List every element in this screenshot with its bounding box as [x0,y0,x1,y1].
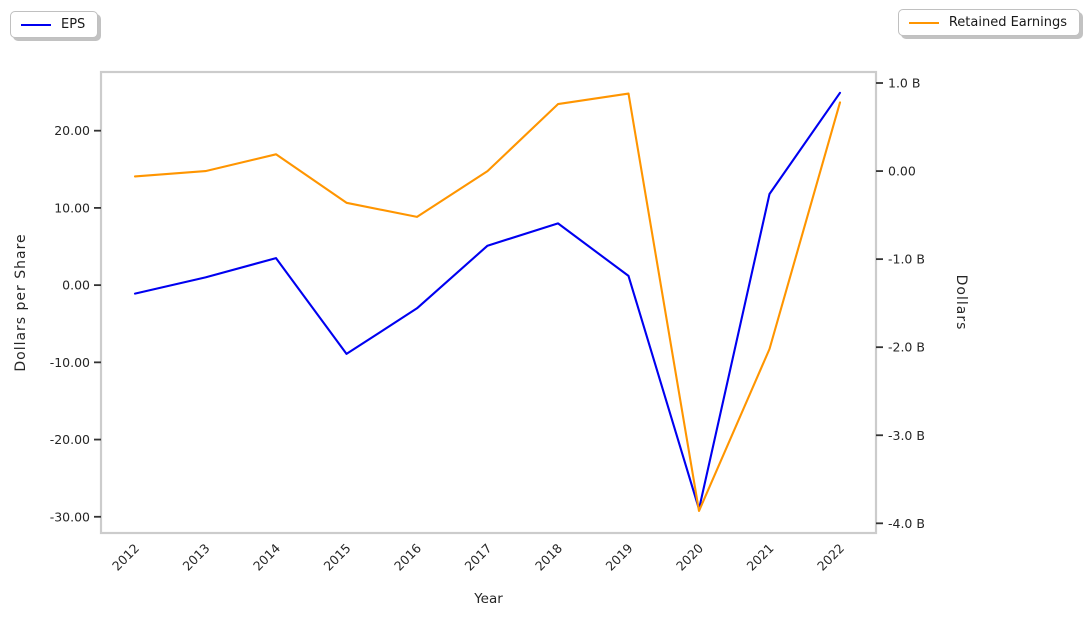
x-axis-tick-label: 2021 [744,541,777,574]
right-axis-title: Dollars [953,275,969,331]
legend-eps: EPS [10,11,99,38]
retained-earnings-line-swatch-icon [908,21,939,24]
left-axis-title: Dollars per Share [13,233,29,371]
right-axis-tick-label: -1.0 B [888,252,925,267]
x-axis-tick-label: 2022 [814,541,847,574]
x-axis-title: Year [473,591,503,607]
x-axis-tick-label: 2016 [391,540,424,573]
left-axis-tick-label: 10.00 [54,200,90,215]
x-axis-tick-label: 2013 [180,541,213,574]
right-axis-tick-label: 1.0 B [888,76,920,91]
x-axis-tick-label: 2014 [250,540,283,573]
retained-earnings-line [133,92,842,513]
plot-area [99,70,878,535]
right-axis-tick-label: -3.0 B [888,428,925,443]
x-axis-tick-label: 2019 [603,540,636,573]
x-axis-tick-label: 2017 [462,541,495,574]
left-axis-tick-label: -10.00 [50,355,90,370]
legend-eps-label: EPS [61,17,86,32]
x-axis-tick-label: 2018 [532,540,565,573]
legend-retained-earnings-label: Retained Earnings [948,15,1067,30]
eps-line [133,91,842,511]
x-axis-tick-label: 2020 [673,540,706,573]
x-axis-tick-label: 2012 [109,541,142,574]
right-axis-tick-label: -4.0 B [888,516,925,531]
left-axis-tick-label: -30.00 [50,509,90,524]
right-axis-tick-label: 0.00 [888,164,916,179]
left-axis-tick-label: -20.00 [50,432,90,447]
left-axis-tick-label: 20.00 [54,123,90,138]
x-axis-tick-label: 2015 [321,541,354,574]
eps-line-swatch-icon [21,23,51,26]
legend-retained-earnings: Retained Earnings [897,9,1080,36]
left-axis-tick-label: 0.00 [62,278,90,293]
right-axis-tick-label: -2.0 B [888,340,925,355]
